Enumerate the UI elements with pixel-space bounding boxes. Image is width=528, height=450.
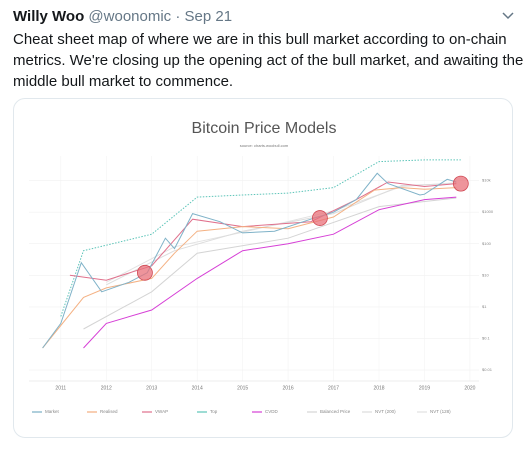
author-name[interactable]: Willy Woo — [13, 8, 85, 25]
y-tick-label: $10k — [482, 178, 491, 183]
tweet-header: Willy Woo @woonomic · Sep 21 — [13, 8, 232, 25]
x-tick-label: 2012 — [101, 385, 112, 391]
legend-label: CVDD — [265, 409, 279, 414]
series-line — [69, 181, 457, 281]
x-tick-label: 2019 — [419, 385, 430, 391]
text-line: metrics. We're closing up the opening ac… — [13, 52, 524, 69]
text-line: middle bull market to commence. — [13, 73, 234, 90]
legend-label: NVT (128) — [430, 409, 451, 414]
legend-label: NVT (200) — [375, 409, 396, 414]
tweet-text: Cheat sheet map of where we are in this … — [13, 29, 523, 92]
separator: · — [175, 8, 181, 25]
y-tick-label: $1000 — [482, 209, 494, 214]
chart: Bitcoin Price Models source: charts.woob… — [29, 120, 494, 414]
chart-title: Bitcoin Price Models — [192, 120, 337, 137]
legend-label: VWAP — [155, 409, 168, 414]
text-line: Cheat sheet map of where we are in this … — [13, 31, 507, 48]
legend-label: Top — [210, 409, 218, 414]
legend-label: Balanced Price — [320, 409, 351, 414]
y-tick-label: $100 — [482, 241, 492, 246]
highlight-circle — [312, 210, 328, 226]
x-tick-label: 2016 — [283, 385, 294, 391]
media-card[interactable]: Bitcoin Price Models source: charts.woob… — [13, 98, 513, 438]
series-line — [60, 159, 461, 317]
highlight-circle — [452, 175, 469, 192]
series-line — [83, 197, 457, 330]
x-tick-label: 2013 — [146, 385, 157, 391]
x-tick-label: 2014 — [192, 385, 203, 391]
series-line — [106, 183, 457, 286]
y-tick-label: $1 — [482, 304, 487, 309]
y-tick-label: $0.1 — [482, 336, 491, 341]
legend-label: Market — [45, 409, 60, 414]
x-tick-label: 2011 — [55, 385, 66, 391]
series-line — [106, 182, 457, 283]
series-line — [42, 187, 457, 349]
highlight-circle — [137, 264, 153, 281]
legend-label: Realised — [100, 409, 118, 414]
x-tick-label: 2020 — [464, 385, 475, 391]
handle[interactable]: @woonomic — [88, 8, 172, 25]
x-tick-label: 2017 — [328, 385, 339, 391]
y-tick-label: $10 — [482, 272, 489, 277]
y-tick-label: $0.01 — [482, 367, 493, 372]
x-tick-label: 2018 — [373, 385, 384, 391]
series-line — [83, 196, 457, 349]
x-tick-label: 2015 — [237, 385, 248, 391]
series-line — [42, 172, 457, 349]
chart-subtitle: source: charts.woobull.com — [240, 143, 289, 148]
date[interactable]: Sep 21 — [184, 8, 233, 25]
menu-chevron[interactable] — [502, 12, 514, 20]
